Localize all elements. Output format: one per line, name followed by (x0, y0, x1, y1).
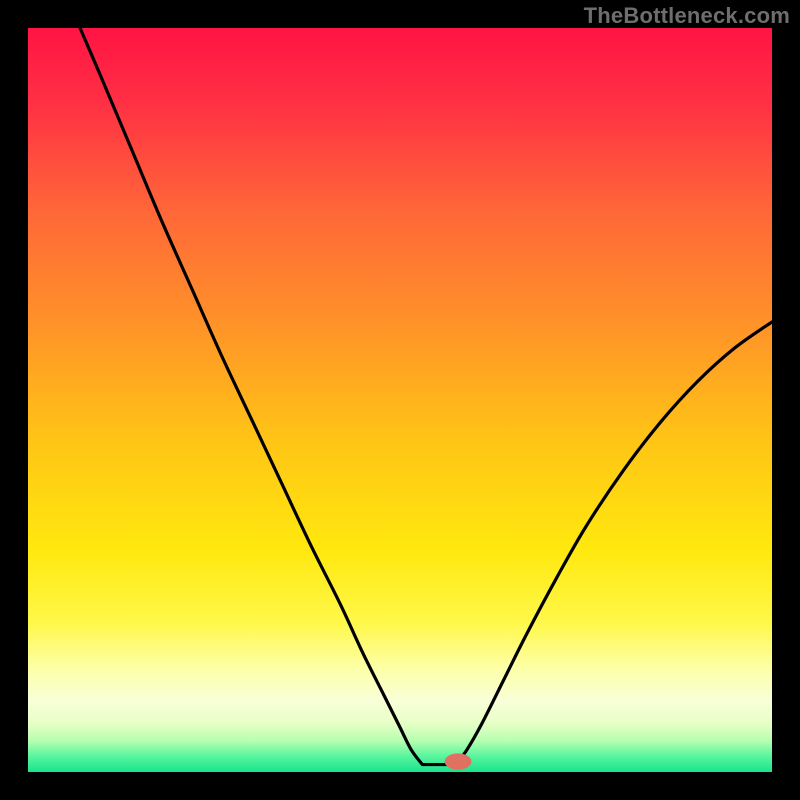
chart-background (28, 28, 772, 772)
watermark-text: TheBottleneck.com (584, 3, 790, 29)
chart-container: TheBottleneck.com (0, 0, 800, 800)
bottleneck-chart (0, 0, 800, 800)
optimum-marker (445, 753, 472, 769)
